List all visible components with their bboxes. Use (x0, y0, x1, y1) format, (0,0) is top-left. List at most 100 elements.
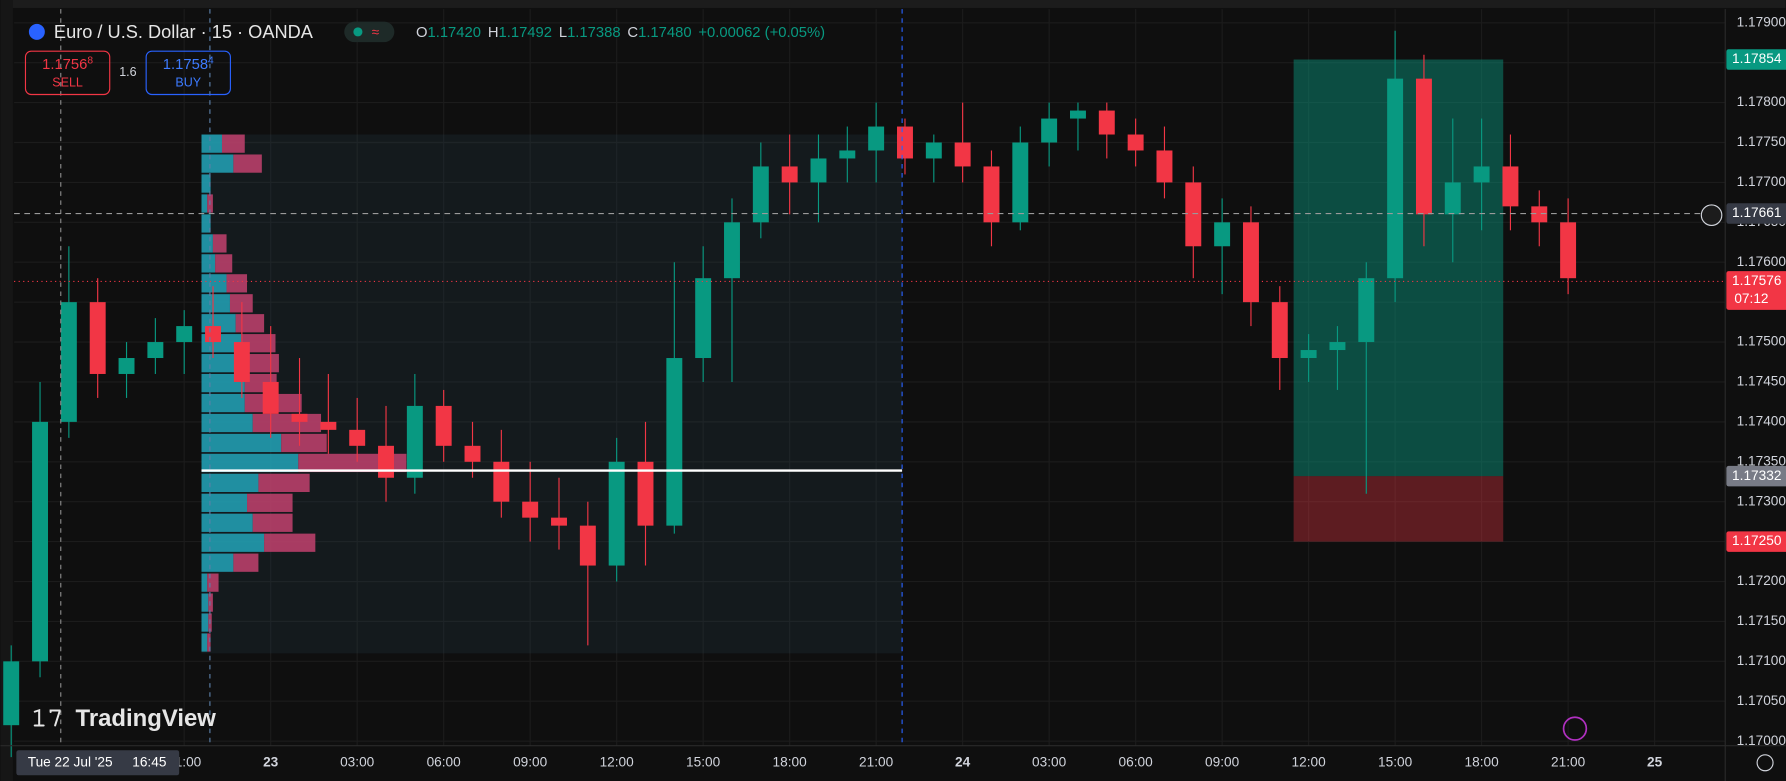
x-tick-label: 03:00 (340, 754, 375, 769)
x-tick-label: 06:00 (1119, 754, 1154, 769)
candle-body (291, 413, 308, 422)
profile-up-bar (201, 234, 213, 253)
sell-pip[interactable]: 8 (87, 55, 93, 66)
profile-up-bar (201, 274, 227, 293)
candle-body (551, 517, 567, 526)
profile-up-bar (201, 194, 208, 213)
settings-icon[interactable] (1756, 754, 1774, 772)
profile-down-bar (226, 274, 248, 293)
candle-body (1502, 166, 1519, 207)
y-tick-label: 1.17000 (1737, 733, 1786, 748)
candle-body (233, 342, 250, 382)
buy-button[interactable] (145, 50, 231, 96)
profile-up-bar (201, 254, 216, 273)
target-tag: 1.17854 (1732, 51, 1782, 66)
y-tick-label: 1.17300 (1737, 493, 1786, 508)
candle-body (1473, 166, 1490, 183)
candle-body (1329, 342, 1346, 351)
x-tick-label: 09:00 (1205, 754, 1240, 769)
ohlc-key: L (559, 25, 567, 41)
sell-price[interactable]: 1.17568 (42, 55, 93, 73)
profile-up-bar (201, 294, 230, 313)
status-icon: ≈ (372, 25, 380, 40)
candle-body (1012, 142, 1029, 223)
buy-price-main[interactable]: 1.1758 (163, 57, 208, 73)
y-tick-label: 1.17900 (1737, 14, 1786, 29)
left-edge (0, 0, 13, 781)
profile-down-bar (258, 473, 310, 493)
candle-body (262, 381, 279, 414)
change: +0.00062 (+0.05%) (698, 25, 825, 41)
candle-body (118, 358, 135, 374)
candle-body (522, 501, 539, 518)
watermark: TradingView (76, 705, 217, 732)
target-tag-bg (1726, 49, 1786, 70)
x-tick-label: 15:00 (686, 754, 721, 769)
profile-down-bar (212, 234, 227, 253)
candle-body (349, 429, 366, 446)
candle-body (3, 661, 20, 726)
profile-down-bar (207, 573, 219, 592)
ohlc-value: 1.17480 (638, 25, 692, 41)
buy-price[interactable]: 1.17584 (163, 55, 214, 73)
candle-layer (3, 30, 1577, 758)
candle-body (868, 126, 885, 151)
x-tick-label: 24 (955, 754, 971, 769)
candle-body (695, 278, 712, 359)
position-loss-zone[interactable] (1293, 476, 1504, 542)
candle-body (320, 421, 337, 430)
x-tick-label: 18:00 (1465, 754, 1500, 769)
x-tick-label: 12:00 (600, 754, 635, 769)
profile-up-bar (201, 433, 282, 453)
profile-down-bar (247, 493, 293, 512)
crosshair-time-bg (16, 750, 180, 776)
header: Euro / U.S. Dollar · 15 · OANDA ≈ O 1.174… (24, 21, 825, 96)
candle-body (1560, 222, 1577, 279)
top-bar (0, 0, 1786, 8)
candle-body (752, 166, 769, 223)
candle-body (1041, 118, 1058, 143)
candle-body (1358, 278, 1375, 343)
buy-pip[interactable]: 4 (208, 55, 214, 66)
y-tick-label: 1.17800 (1737, 94, 1786, 109)
add-alert-button[interactable] (1700, 204, 1723, 226)
candle-body (1185, 182, 1202, 247)
x-tick-label: 21:00 (1551, 754, 1586, 769)
symbol: Euro / U.S. Dollar · 15 · OANDA (54, 22, 314, 42)
crosshair-time: 16:45 (132, 754, 167, 769)
x-tick-label: 09:00 (513, 754, 548, 769)
y-tick-label: 1.17450 (1737, 374, 1786, 389)
last-price-tag-bg (1726, 271, 1786, 310)
sell-price-main[interactable]: 1.1756 (42, 57, 87, 73)
candle-body (89, 302, 106, 374)
profile-up-bar (201, 174, 211, 193)
status-pill[interactable] (344, 21, 395, 43)
y-tick-label: 1.17750 (1737, 134, 1786, 149)
x-tick-label: 23 (263, 754, 279, 769)
profile-down-bar (252, 413, 322, 433)
profile-down-bar (244, 354, 279, 373)
profile-down-bar (264, 533, 316, 552)
candle-body (1069, 110, 1086, 119)
profile-down-bar (241, 334, 276, 353)
profile-up-bar (201, 393, 245, 413)
ohlc: O1.17420 H1.17492 L1.17388 C1.17480 +0.00062… (416, 25, 825, 41)
profile-up-bar (201, 134, 222, 153)
sell-label[interactable]: SELL (52, 75, 83, 89)
buy-label[interactable]: BUY (175, 75, 201, 89)
sell-button[interactable] (24, 50, 111, 96)
logo-mark: 𝟷𝟽 (31, 704, 63, 732)
ohlc-value: 1.17492 (499, 25, 553, 41)
candle-body (435, 405, 452, 446)
candle-body (1387, 78, 1404, 279)
ohlc-key: O (416, 25, 428, 41)
candle-body (1214, 222, 1231, 247)
countdown: 07:12 (1734, 291, 1768, 306)
crosshair-price-tag: 1.17661 (1732, 205, 1781, 220)
x-tick-label: 03:00 (1032, 754, 1067, 769)
alert-icon[interactable] (1562, 716, 1588, 741)
candle-body (32, 421, 49, 662)
candle-body (378, 445, 394, 478)
